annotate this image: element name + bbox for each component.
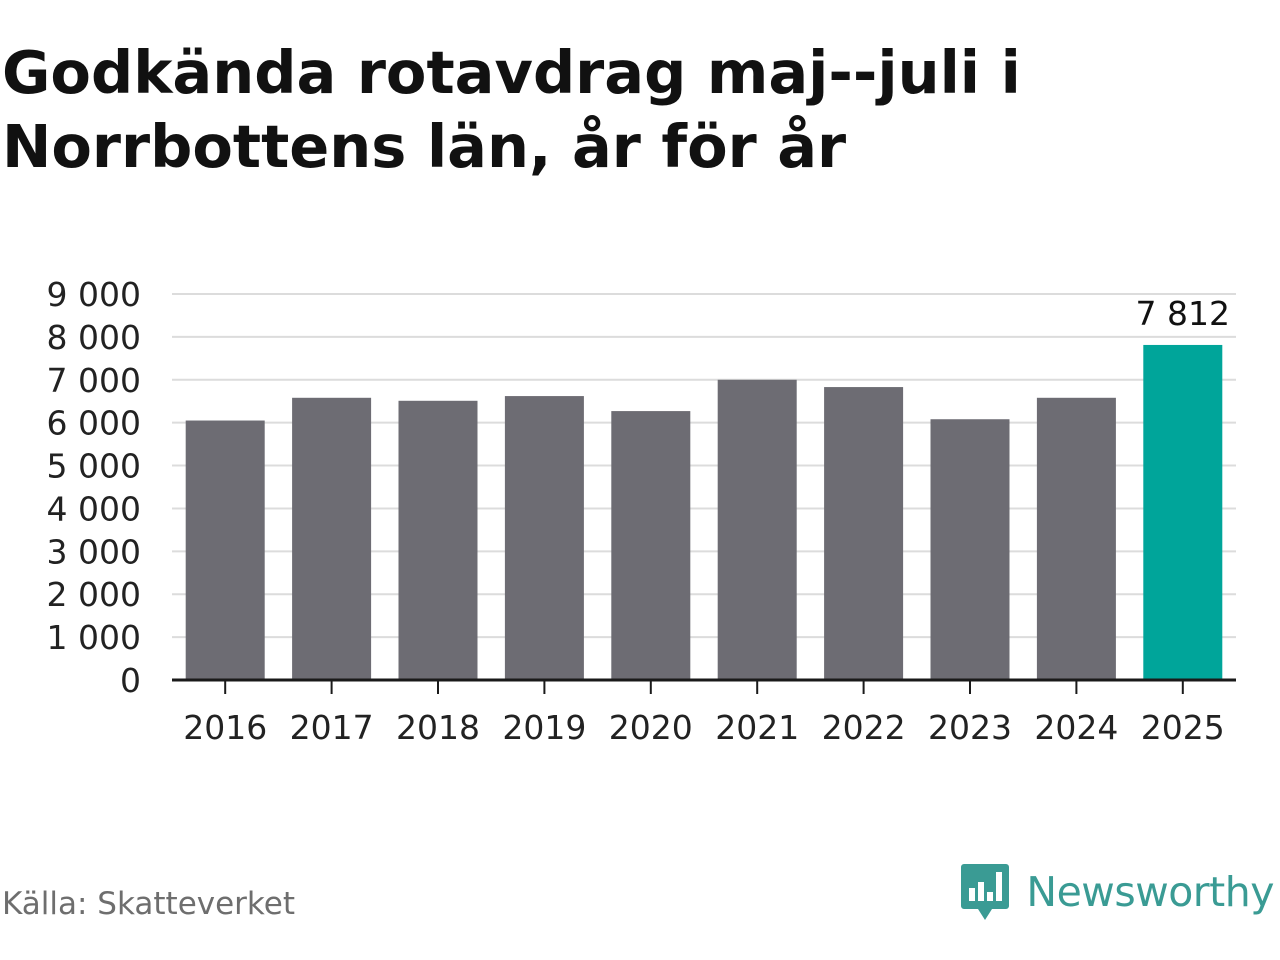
bar-2021 (717, 379, 797, 680)
data-labels: 7 812 (1136, 294, 1230, 333)
y-tick-label: 4 000 (47, 489, 141, 528)
y-tick-label: 0 (120, 661, 141, 700)
x-tick-label: 2020 (609, 708, 693, 747)
y-tick-label: 7 000 (47, 361, 141, 400)
chart-title: Godkända rotavdrag maj--juli i Norrbotte… (2, 38, 1021, 181)
bar-2023 (930, 419, 1010, 680)
brand-logo: Newsworthy (960, 862, 1274, 922)
x-tick-label: 2023 (928, 708, 1012, 747)
bar-2020 (611, 411, 691, 680)
y-tick-label: 1 000 (47, 618, 141, 657)
y-tick-label: 5 000 (47, 447, 141, 486)
brand-name: Newsworthy (1026, 868, 1274, 916)
x-tick-label: 2018 (396, 708, 480, 747)
bar-2016 (185, 420, 265, 680)
bars (185, 344, 1223, 680)
newsworthy-logo-icon (961, 864, 1010, 920)
bar-2019 (504, 396, 584, 680)
x-tick-label: 2017 (290, 708, 374, 747)
x-tick-label: 2016 (183, 708, 267, 747)
bar-2017 (292, 397, 372, 680)
y-tick-label: 8 000 (47, 318, 141, 357)
x-tick-label: 2019 (502, 708, 586, 747)
bar-2024 (1036, 397, 1116, 680)
bar-2022 (824, 387, 904, 680)
y-tick-label: 2 000 (47, 575, 141, 614)
x-axis-ticks: 2016 2017 2018 2019 2020 2021 2022 2023 2024 2025 (183, 680, 1225, 747)
source-note: Källa: Skatteverket (2, 886, 296, 922)
y-tick-label: 6 000 (47, 404, 141, 443)
bar-2018 (398, 400, 478, 680)
x-tick-label: 2025 (1141, 708, 1225, 747)
x-tick-label: 2021 (715, 708, 799, 747)
y-tick-label: 3 000 (47, 532, 141, 571)
bar-2025 (1143, 344, 1223, 680)
x-tick-label: 2022 (822, 708, 906, 747)
y-tick-label: 9 000 (47, 275, 141, 314)
x-tick-label: 2024 (1034, 708, 1118, 747)
data-label: 7 812 (1136, 294, 1230, 333)
